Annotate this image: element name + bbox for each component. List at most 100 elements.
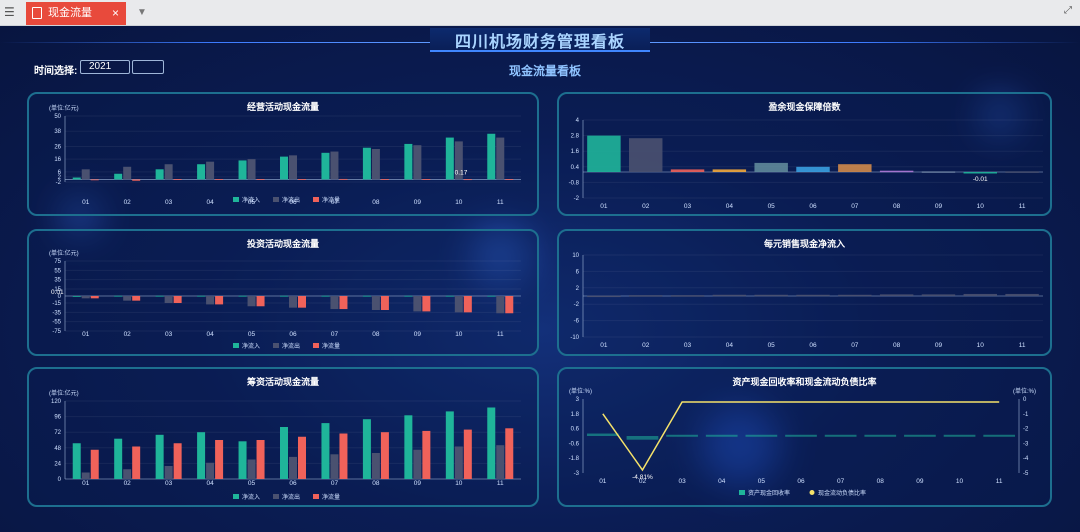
bar: [155, 434, 164, 479]
x-tick-label: 07: [331, 331, 339, 338]
bar: [505, 179, 514, 181]
y-tick-label-right: -3: [1023, 441, 1029, 447]
legend-label: 净流入: [242, 342, 260, 350]
bar: [943, 434, 976, 437]
bar: [339, 433, 348, 479]
y-tick-label-right: 0: [1023, 397, 1027, 403]
y-tick-label-right: -5: [1023, 471, 1029, 477]
x-tick-label: 01: [82, 480, 90, 487]
legend-swatch: [273, 197, 279, 202]
x-tick-label: 11: [497, 480, 504, 487]
x-tick-label: 07: [851, 203, 859, 210]
fullscreen-icon[interactable]: ⤢: [1064, 5, 1072, 16]
browser-tabbar: ☰ 现金流量 × ▼ ⤢: [0, 0, 1080, 26]
bar: [838, 294, 872, 297]
bar: [505, 428, 514, 479]
y-tick-label: 72: [54, 430, 61, 436]
data-label: -0.01: [973, 176, 988, 183]
bar: [454, 296, 463, 313]
bar: [445, 411, 454, 479]
y-tick-label: 0.4: [571, 165, 580, 171]
panel-title: 盈余现金保障倍数: [768, 102, 841, 112]
x-tick-label: 04: [206, 331, 214, 338]
x-tick-label: 05: [758, 478, 766, 485]
bar: [380, 296, 389, 310]
bar: [164, 466, 173, 479]
panel-per-sales: 每元销售现金净流入 -10 -6 -2 2 6 10 01 02 03 04 05 06 07 08 09 1…: [557, 229, 1052, 356]
y-axis-unit: (单位:亿元): [49, 389, 79, 397]
y-tick-label: 24: [54, 461, 61, 467]
bar: [330, 296, 339, 310]
data-label: -4.81%: [632, 474, 653, 481]
y-tick-label: 96: [54, 415, 61, 421]
legend-swatch: [233, 494, 239, 499]
bar: [289, 155, 297, 180]
x-tick-label: 05: [768, 342, 776, 349]
time-filter-label: 时间选择:: [34, 66, 78, 77]
board-subtitle: 现金流量看板: [508, 64, 581, 78]
tab-cash-flow[interactable]: 现金流量 ×: [26, 2, 126, 25]
bar: [321, 152, 330, 180]
bar: [587, 135, 621, 172]
panel-operating: 经营活动现金流量 (单位:亿元) -2 2 6 16 26 38 50 01 02 03 04 05 06…: [27, 92, 539, 216]
header: 四川机场财务管理看板: [0, 26, 1080, 54]
x-tick-label: 10: [455, 480, 463, 487]
x-tick-label: 05: [768, 203, 776, 210]
y-axis-unit: (单位:亿元): [49, 104, 79, 112]
x-tick-label: 04: [726, 203, 734, 210]
bar: [206, 462, 215, 479]
tab-dropdown-icon[interactable]: ▼: [137, 7, 147, 18]
bar: [745, 434, 778, 437]
bar: [339, 178, 348, 180]
bar: [72, 177, 81, 180]
x-tick-label: 01: [600, 203, 608, 210]
close-tab-icon[interactable]: ×: [111, 6, 119, 20]
y-tick-label: 48: [54, 446, 61, 452]
y-tick-label: -55: [52, 320, 61, 326]
bar: [215, 440, 224, 479]
year-input[interactable]: 2021: [80, 60, 130, 74]
x-tick-label: 10: [956, 478, 964, 485]
x-tick-label: 11: [497, 331, 504, 338]
panel-financing: 筹资活动现金流量 (单位:亿元) 0 24 48 72 96 120 01 02 03 04 05 06…: [27, 367, 539, 507]
bar: [422, 296, 431, 312]
bar: [413, 449, 422, 479]
panel-investing: 投资活动现金流量 (单位:亿元) -75 -55 -35 -15 0 15 35 55 75 01 0…: [27, 229, 539, 356]
bar: [454, 141, 463, 180]
bar: [321, 295, 330, 297]
bar: [404, 143, 413, 180]
x-tick-label: 10: [455, 331, 463, 338]
bar: [339, 296, 348, 310]
x-tick-label: 08: [877, 478, 885, 485]
x-tick-label: 09: [916, 478, 924, 485]
bar: [712, 294, 747, 297]
bar: [963, 172, 997, 174]
month-select[interactable]: [132, 60, 164, 74]
bar: [289, 456, 297, 479]
y-tick-label-left: 0.6: [571, 427, 580, 433]
bar: [280, 156, 288, 180]
bar: [796, 294, 830, 297]
x-tick-label: 01: [82, 199, 90, 206]
bar: [256, 440, 265, 479]
bar: [785, 434, 817, 437]
bar: [132, 446, 141, 479]
x-tick-label: 06: [289, 331, 297, 338]
bar: [1005, 171, 1039, 173]
y-tick-label-right: -1: [1023, 412, 1029, 418]
x-tick-label: 02: [124, 199, 132, 206]
legend-swatch: [233, 197, 239, 202]
y-tick-label: -2: [574, 302, 580, 308]
bar: [670, 169, 705, 172]
bar: [114, 438, 123, 479]
bar: [321, 423, 330, 479]
menu-icon[interactable]: ☰: [4, 5, 15, 19]
y-axis-unit-right: (单位:%): [1013, 387, 1036, 395]
y-tick-label: 10: [572, 253, 579, 259]
x-tick-label: 08: [372, 199, 380, 206]
y-tick-label: 75: [54, 259, 61, 265]
legend-swatch: [313, 197, 319, 202]
y-tick-label: 2.8: [571, 134, 580, 140]
bar: [463, 429, 472, 479]
